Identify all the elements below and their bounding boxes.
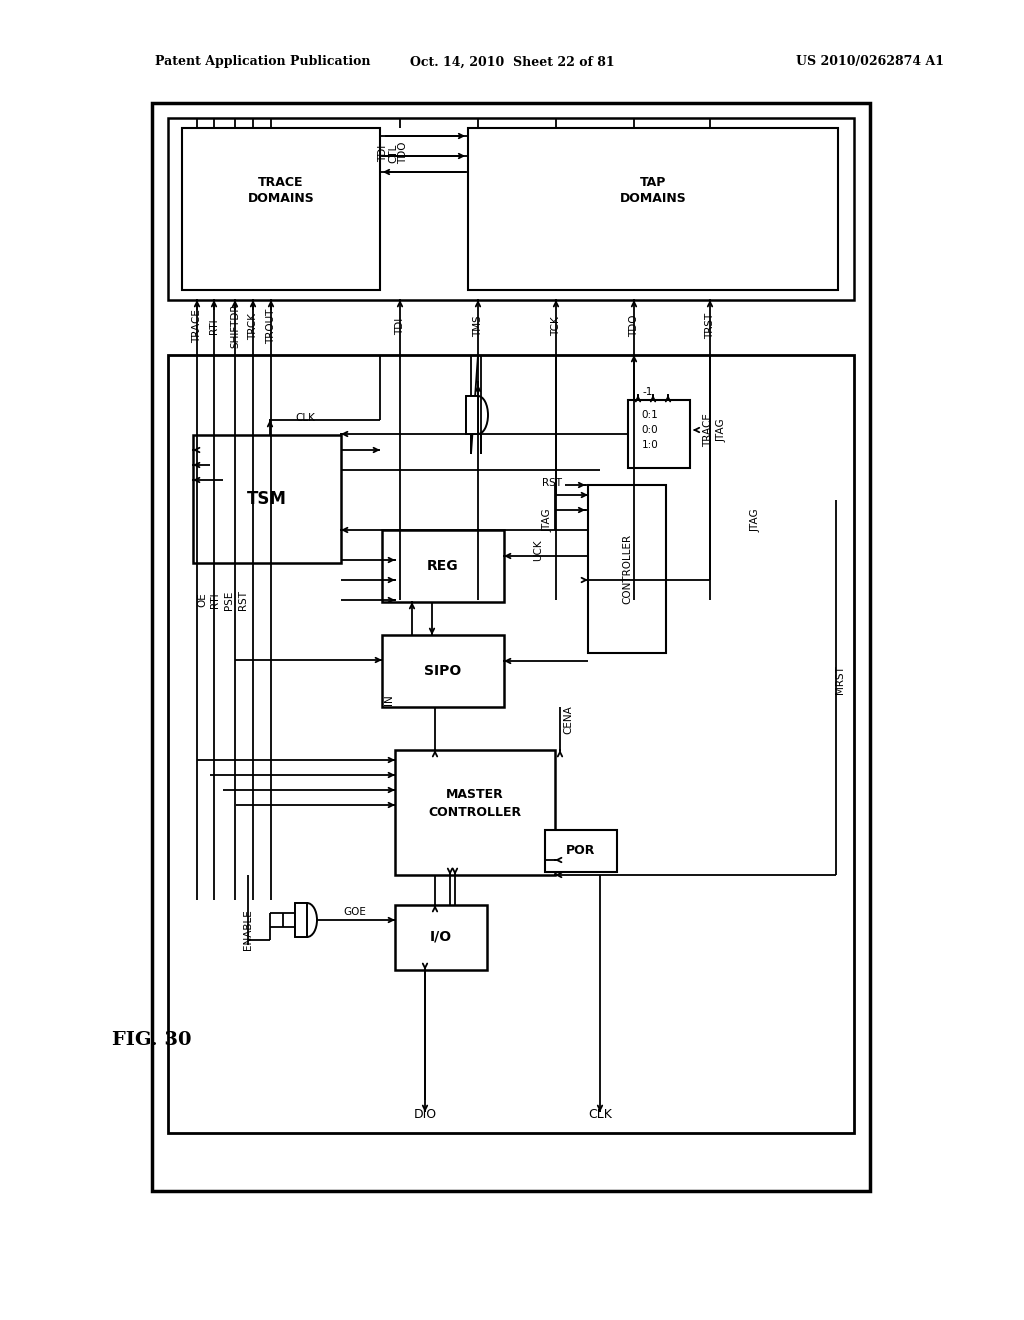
Text: TDI: TDI xyxy=(378,144,388,161)
Text: 0:0: 0:0 xyxy=(642,425,658,436)
Text: RTI: RTI xyxy=(209,318,219,334)
Text: CTL: CTL xyxy=(388,144,398,162)
Text: JTAG: JTAG xyxy=(717,418,727,442)
Text: TDI: TDI xyxy=(395,317,406,335)
Bar xyxy=(168,117,854,300)
Text: -1: -1 xyxy=(643,387,653,397)
Text: PSE: PSE xyxy=(224,590,234,610)
Bar xyxy=(193,436,341,564)
Text: TRACE: TRACE xyxy=(703,413,713,447)
Text: 1:0: 1:0 xyxy=(642,440,658,450)
Bar xyxy=(382,635,504,708)
Text: TRACE: TRACE xyxy=(258,177,304,190)
Text: OE: OE xyxy=(197,593,207,607)
Text: TSM: TSM xyxy=(247,490,287,508)
Text: TAP: TAP xyxy=(640,177,667,190)
Bar xyxy=(468,128,838,290)
Text: CONTROLLER: CONTROLLER xyxy=(428,807,521,820)
Text: SIPO: SIPO xyxy=(424,664,462,678)
Text: TRST: TRST xyxy=(705,313,715,339)
Text: CENA: CENA xyxy=(563,706,573,734)
Text: REG: REG xyxy=(427,558,459,573)
Text: DOMAINS: DOMAINS xyxy=(248,193,314,206)
Bar xyxy=(152,103,870,1191)
Text: RST: RST xyxy=(542,478,562,488)
Bar xyxy=(395,750,555,875)
Text: SHIFTDR: SHIFTDR xyxy=(230,304,240,348)
Text: TROUT: TROUT xyxy=(266,309,276,343)
Text: Patent Application Publication: Patent Application Publication xyxy=(155,55,371,69)
Text: DIO: DIO xyxy=(414,1109,436,1122)
Text: CONTROLLER: CONTROLLER xyxy=(622,533,632,605)
Text: US 2010/0262874 A1: US 2010/0262874 A1 xyxy=(796,55,944,69)
Text: Oct. 14, 2010  Sheet 22 of 81: Oct. 14, 2010 Sheet 22 of 81 xyxy=(410,55,614,69)
Bar xyxy=(382,531,504,602)
Text: MRST: MRST xyxy=(835,665,845,694)
Text: TDO: TDO xyxy=(398,141,408,164)
Text: 0:1: 0:1 xyxy=(642,411,658,420)
Text: CLK: CLK xyxy=(295,413,314,422)
Bar xyxy=(466,396,478,434)
Text: TRACE: TRACE xyxy=(193,309,202,343)
Bar xyxy=(545,830,617,873)
Text: GOE: GOE xyxy=(344,907,367,917)
Text: DOMAINS: DOMAINS xyxy=(620,193,686,206)
Text: TDO: TDO xyxy=(629,314,639,337)
Bar xyxy=(182,128,380,290)
Text: TCK: TCK xyxy=(551,315,561,335)
Text: IN: IN xyxy=(384,694,394,705)
Bar xyxy=(168,355,854,1133)
Bar xyxy=(628,400,690,469)
Text: TRCK: TRCK xyxy=(248,313,258,339)
Text: RTI: RTI xyxy=(210,593,220,607)
Text: I/O: I/O xyxy=(430,931,452,944)
Text: RST: RST xyxy=(238,590,248,610)
Text: TMS: TMS xyxy=(473,315,483,337)
Text: ENABLE: ENABLE xyxy=(243,909,253,950)
Text: JTAG: JTAG xyxy=(543,508,553,532)
Text: UCK: UCK xyxy=(534,539,543,561)
Text: POR: POR xyxy=(566,845,596,858)
Text: JTAG: JTAG xyxy=(751,508,761,532)
Text: MASTER: MASTER xyxy=(446,788,504,801)
Text: CLK: CLK xyxy=(588,1109,612,1122)
Bar xyxy=(588,484,666,653)
Bar xyxy=(295,903,307,937)
Bar xyxy=(395,906,487,970)
Text: FIG. 30: FIG. 30 xyxy=(112,1031,191,1049)
